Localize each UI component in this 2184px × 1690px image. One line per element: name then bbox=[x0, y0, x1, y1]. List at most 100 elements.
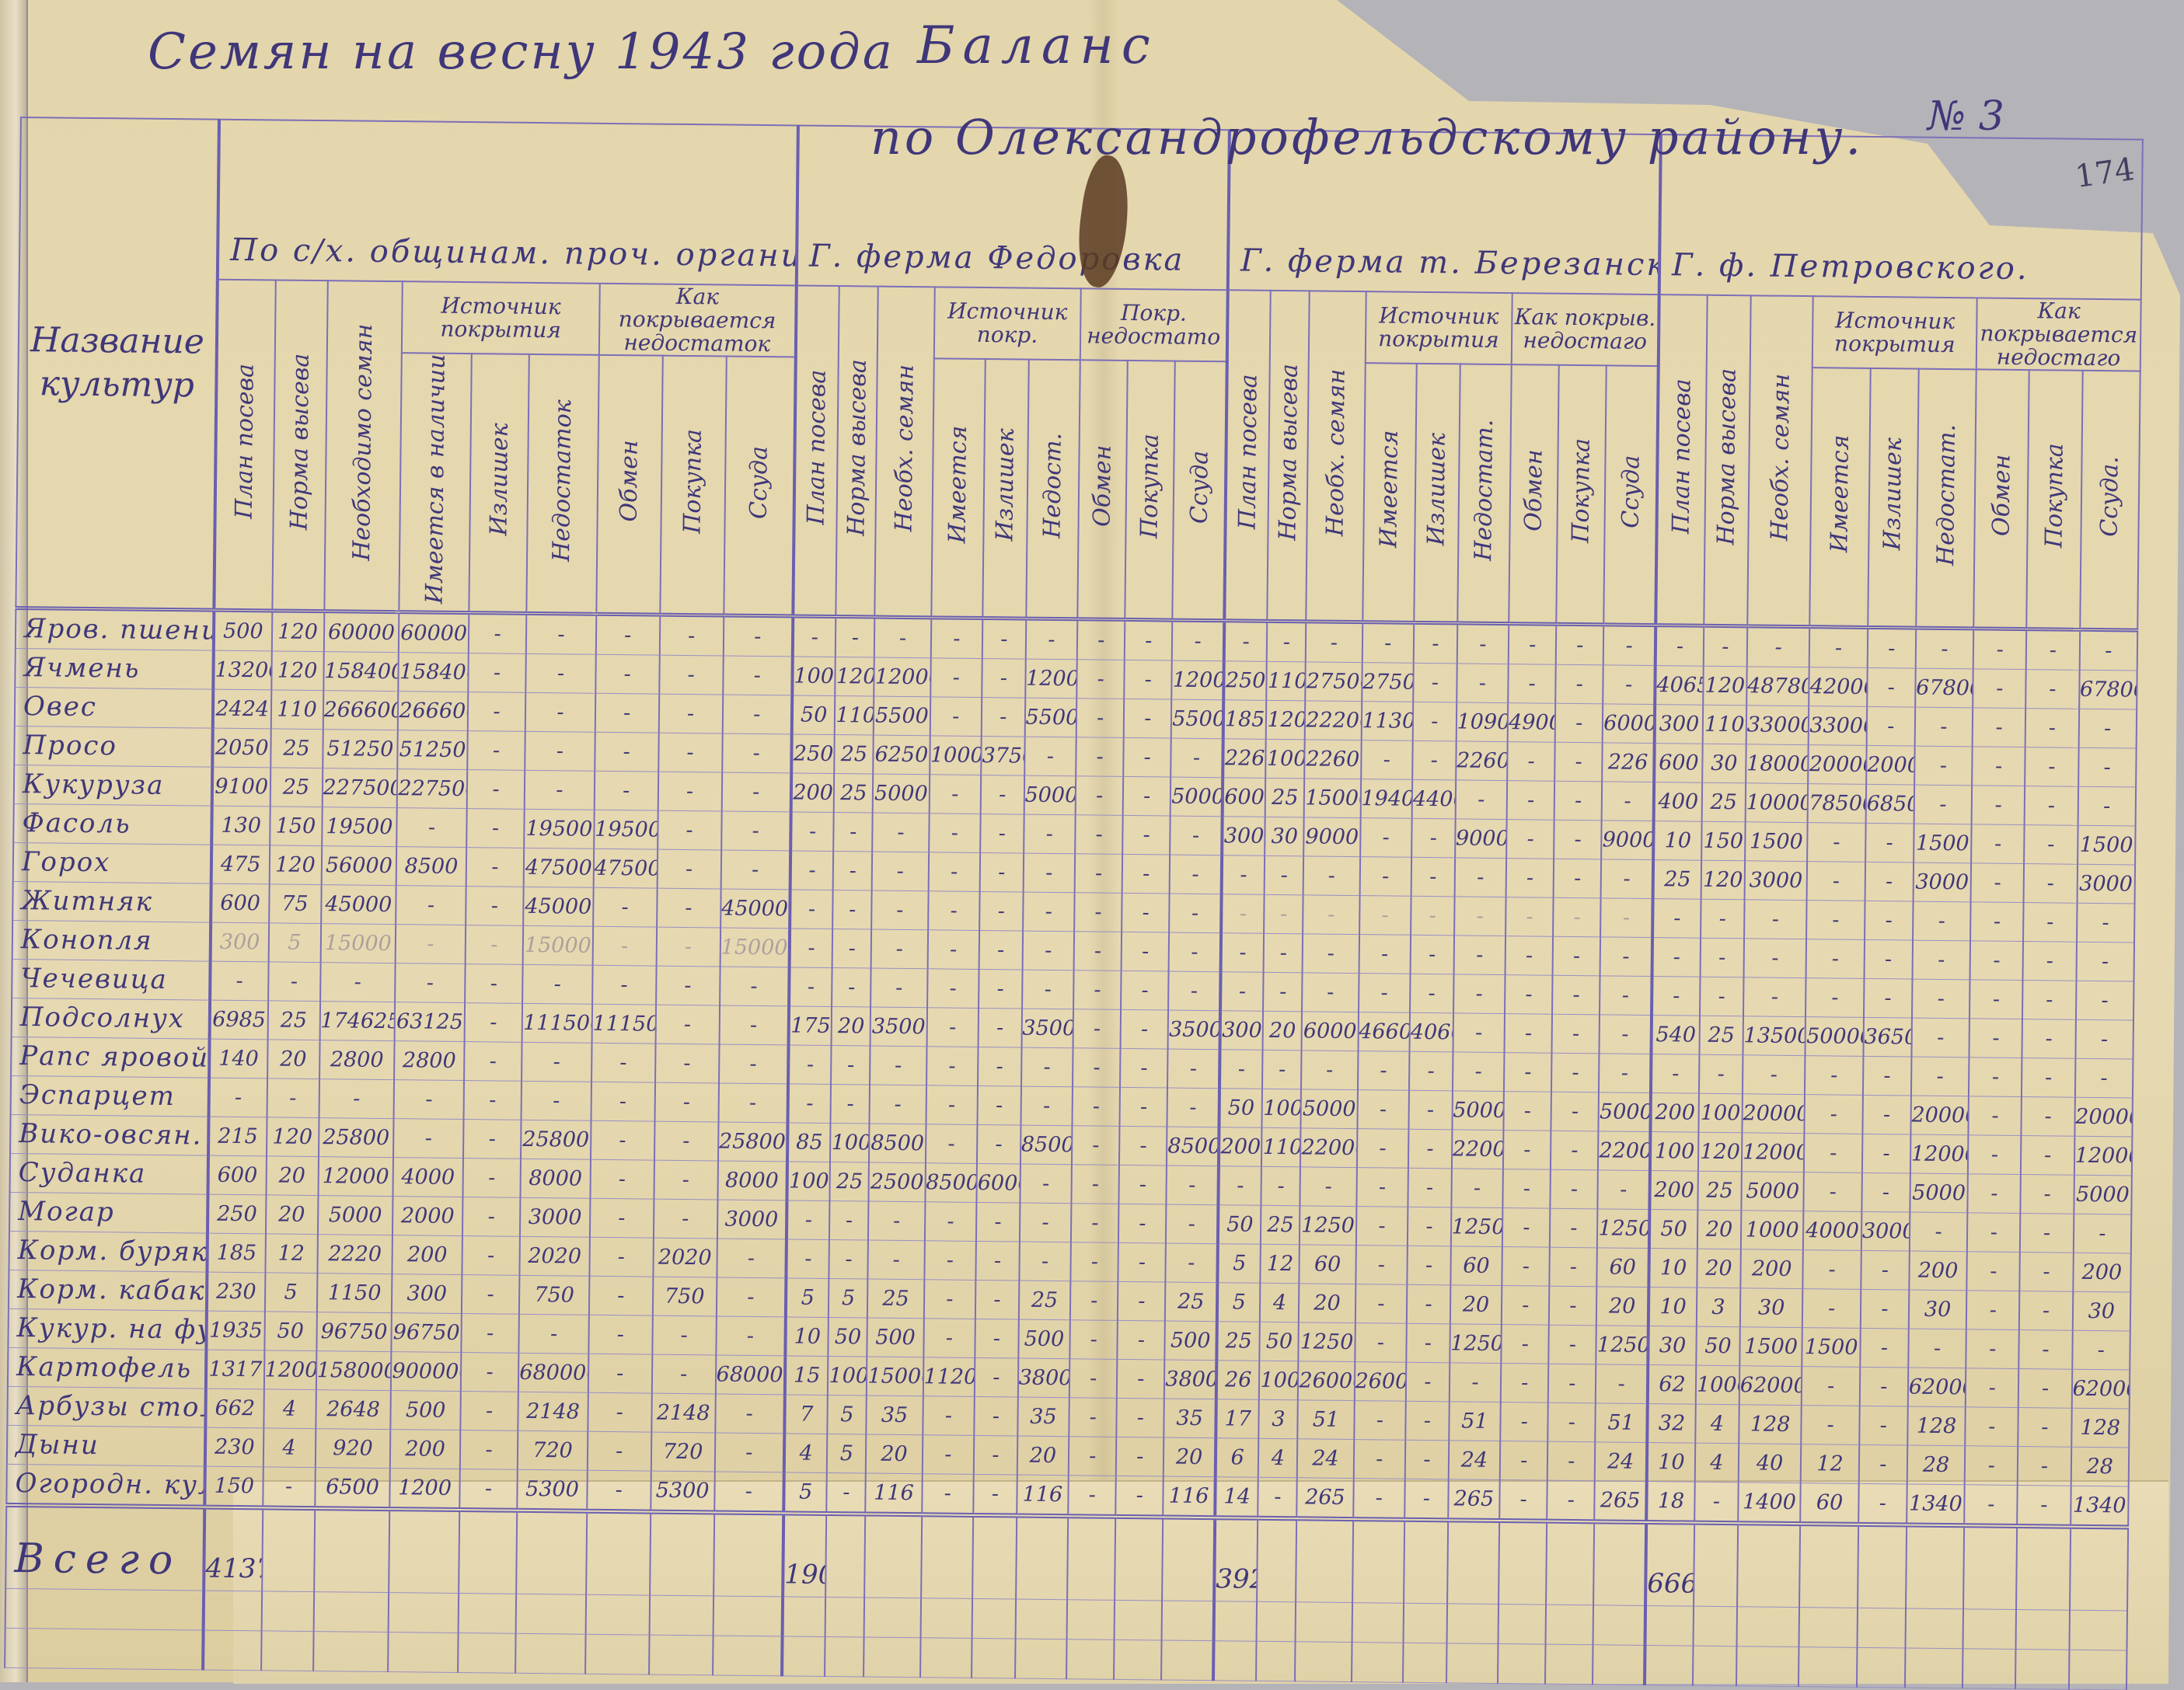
table-cell: - bbox=[1864, 939, 1913, 979]
crop-name: Суданка bbox=[9, 1152, 209, 1194]
table-cell: 60 bbox=[1450, 1246, 1503, 1286]
table-cell: 6250 bbox=[873, 734, 930, 775]
table-cell: 5000 bbox=[873, 773, 930, 814]
group-header-source: Источник покрытия bbox=[1812, 296, 1977, 370]
table-cell: 540 bbox=[1651, 1015, 1701, 1054]
table-cell: - bbox=[1555, 664, 1604, 704]
table-cell: - bbox=[1023, 852, 1076, 893]
table-cell: - bbox=[467, 692, 526, 731]
table-cell: 4 bbox=[1258, 1437, 1298, 1478]
table-cell: - bbox=[1074, 853, 1123, 893]
table-cell: - bbox=[525, 692, 595, 732]
table-cell: - bbox=[1967, 1212, 2021, 1253]
table-cell: - bbox=[1552, 974, 1600, 1015]
table-cell bbox=[1963, 1524, 2018, 1610]
table-cell: - bbox=[590, 1159, 654, 1199]
binding-edge bbox=[0, 0, 28, 1682]
table-cell: - bbox=[719, 966, 790, 1006]
table-cell: - bbox=[1554, 741, 1603, 782]
column-header-label: Ссуда bbox=[1617, 455, 1645, 528]
table-cell: - bbox=[1020, 1047, 1073, 1087]
table-cell: 62 bbox=[1647, 1364, 1697, 1404]
table-cell: 120 bbox=[266, 1117, 319, 1157]
table-cell: 19500 bbox=[593, 809, 658, 849]
table-cell: 5 bbox=[785, 1277, 829, 1318]
table-cell: 230 bbox=[206, 1271, 265, 1312]
table-cell: - bbox=[1073, 970, 1122, 1009]
table-cell: - bbox=[2018, 1407, 2072, 1447]
table-cell: - bbox=[1912, 939, 1971, 980]
table-cell: 2148 bbox=[651, 1392, 716, 1433]
table-cell: 30 bbox=[1702, 743, 1746, 783]
table-cell: 51 bbox=[1595, 1403, 1648, 1443]
table-cell: - bbox=[1603, 664, 1655, 705]
column-header: Обмен bbox=[596, 354, 663, 615]
column-header: Имеется bbox=[930, 358, 986, 619]
table-cell: - bbox=[1549, 1246, 1598, 1287]
table-cell: 50000 bbox=[1805, 1016, 1864, 1056]
table-cell: - bbox=[723, 615, 794, 657]
table-cell: - bbox=[1505, 974, 1553, 1014]
table-cell: 113000 bbox=[1361, 701, 1414, 740]
table-cell: 250 bbox=[207, 1193, 266, 1234]
crop-name: Эспарцет bbox=[10, 1075, 210, 1117]
table-cell: - bbox=[1861, 1249, 1910, 1290]
table-cell: 10 bbox=[1648, 1287, 1697, 1326]
table-cell: 200 bbox=[790, 772, 835, 813]
table-cell: 75 bbox=[268, 883, 322, 924]
table-cell: - bbox=[1805, 939, 1865, 978]
table-cell: 9000 bbox=[1601, 820, 1654, 860]
table-cell: 10 bbox=[1646, 1442, 1696, 1482]
table-cell: - bbox=[1802, 1288, 1861, 1328]
table-cell: - bbox=[787, 1083, 832, 1124]
table-cell: - bbox=[1554, 780, 1603, 821]
table-cell: 62000 bbox=[2071, 1368, 2130, 1409]
table-cell: 600 bbox=[211, 883, 270, 923]
table-cell: - bbox=[975, 1241, 1020, 1281]
table-cell: - bbox=[1302, 972, 1359, 1012]
table-cell: - bbox=[1972, 707, 2026, 747]
table-cell: - bbox=[2024, 824, 2078, 864]
table-cell: - bbox=[1866, 667, 1916, 707]
table-cell: 100 bbox=[830, 1123, 870, 1162]
table-cell: 3000 bbox=[1744, 860, 1808, 901]
table-cell: 12000 bbox=[318, 1156, 394, 1197]
table-cell: - bbox=[1169, 893, 1222, 933]
table-cell: 5000 bbox=[1024, 775, 1076, 815]
table-cell: 5000 bbox=[1170, 776, 1223, 817]
table-cell bbox=[1545, 1643, 1593, 1685]
table-cell: - bbox=[836, 616, 875, 657]
table-cell: - bbox=[656, 887, 721, 928]
table-cell: 110 bbox=[270, 689, 323, 730]
table-cell: - bbox=[2075, 980, 2134, 1020]
table-cell: 222000 bbox=[1305, 700, 1362, 740]
table-cell: - bbox=[522, 963, 593, 1004]
table-cell: - bbox=[1412, 701, 1457, 741]
table-cell: 1000 bbox=[828, 1356, 867, 1396]
table-cell: - bbox=[1306, 621, 1362, 663]
table-cell: - bbox=[1122, 814, 1170, 855]
table-cell: 227500 bbox=[397, 768, 468, 809]
table-cell bbox=[1296, 1518, 1353, 1603]
column-header: Норма высева bbox=[1704, 294, 1751, 626]
table-cell: 5500 bbox=[874, 695, 930, 736]
crop-name: Огородн. культуры bbox=[6, 1463, 205, 1507]
table-cell: 33000 bbox=[1809, 706, 1867, 745]
table-cell bbox=[388, 1592, 459, 1633]
table-cell: - bbox=[2079, 629, 2138, 671]
table-cell: - bbox=[658, 693, 723, 733]
table-cell: 22000 bbox=[1598, 1131, 1651, 1171]
table-cell: - bbox=[1859, 1366, 1909, 1406]
table-cell: - bbox=[1506, 780, 1555, 820]
table-cell: - bbox=[1547, 1441, 1596, 1481]
group-header-source: Источник покрытия bbox=[402, 281, 600, 355]
table-cell: - bbox=[924, 1201, 977, 1242]
table-cell: - bbox=[1911, 978, 1970, 1019]
table-cell: - bbox=[976, 1202, 1020, 1242]
crop-name: Яров. пшеница bbox=[15, 608, 215, 650]
table-cell: 8500 bbox=[1167, 1126, 1219, 1166]
table-cell: - bbox=[982, 618, 1026, 659]
table-cell: - bbox=[658, 771, 722, 811]
table-cell: - bbox=[1806, 900, 1865, 939]
table-cell: - bbox=[1408, 1206, 1452, 1246]
